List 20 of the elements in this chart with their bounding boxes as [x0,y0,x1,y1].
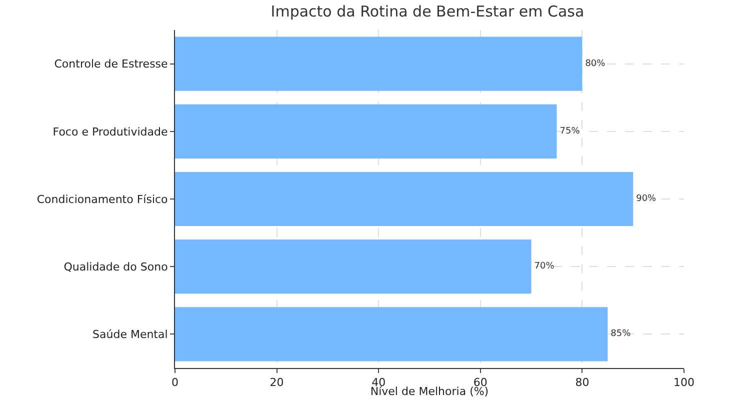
bar [175,240,532,294]
data-label: 75% [560,126,580,136]
x-tick-label: 80 [575,376,590,390]
y-tick-label: Saúde Mental [92,328,168,342]
data-label: 80% [585,58,606,69]
x-tick-label: 20 [270,376,284,390]
bar [175,307,608,362]
y-tick-label: Controle de Estresse [54,58,168,71]
y-tick-label: Condicionamento Físico [36,192,168,206]
data-label: 90% [636,194,657,204]
y-tick-label: Foco e Produtividade [52,125,168,138]
bar [175,104,557,158]
chart-title: Impacto da Rotina de Bem-Estar em Casa [270,2,584,20]
data-label: 70% [534,262,555,272]
x-tick-label: 100 [674,376,694,390]
x-tick-label: 0 [172,376,178,390]
data-label: 85% [610,329,632,340]
bar [175,172,634,226]
bar [175,36,582,91]
y-tick-label: Qualidade do Sono [64,260,168,274]
